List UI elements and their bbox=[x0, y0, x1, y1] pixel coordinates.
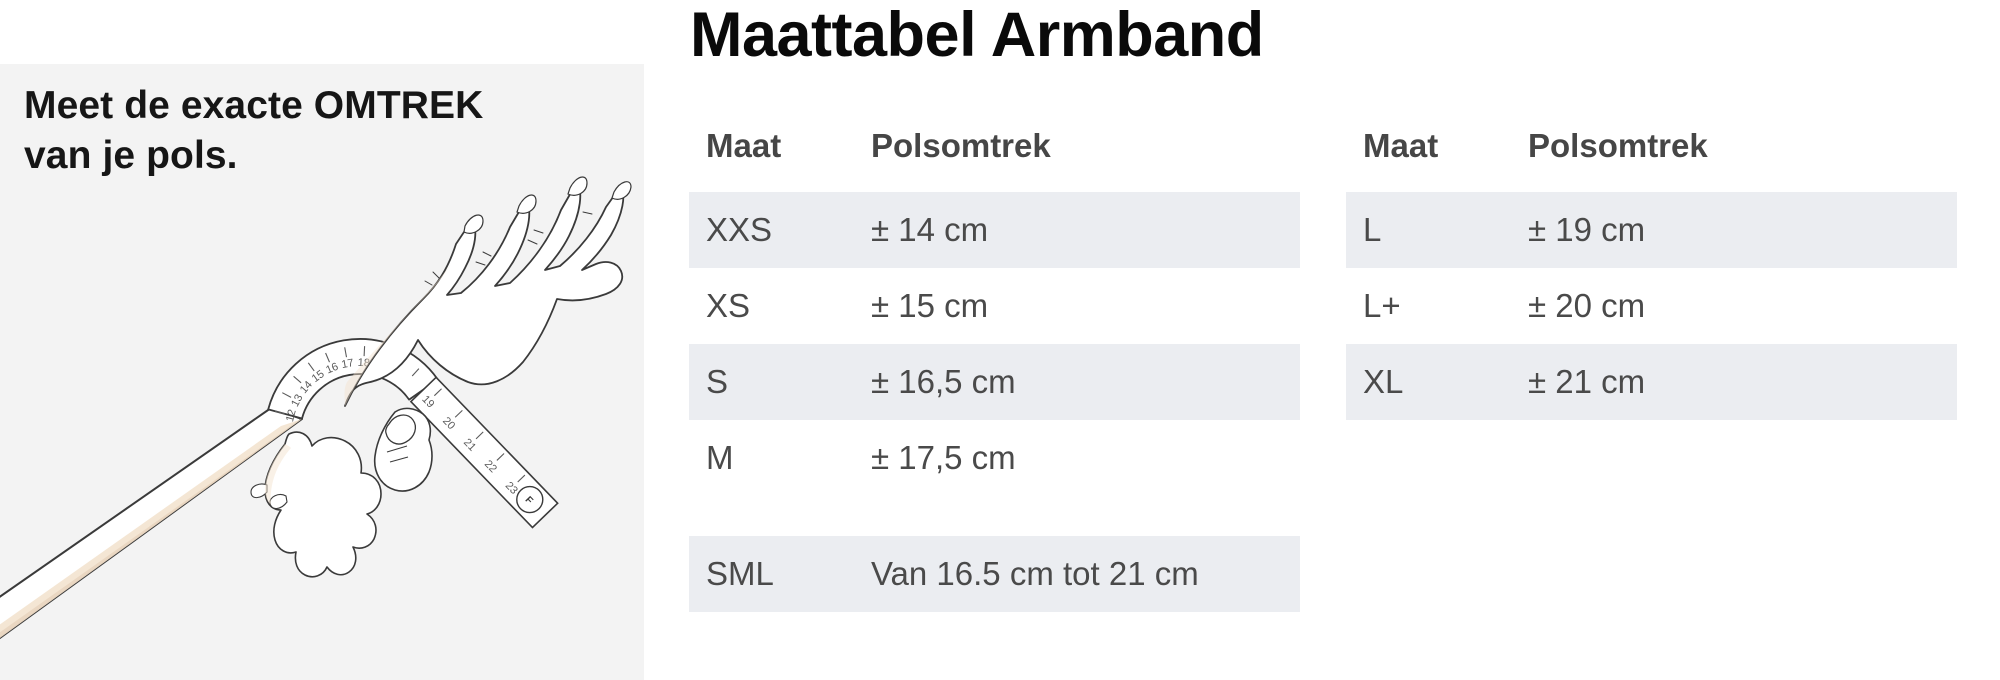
svg-text:17: 17 bbox=[341, 357, 355, 371]
